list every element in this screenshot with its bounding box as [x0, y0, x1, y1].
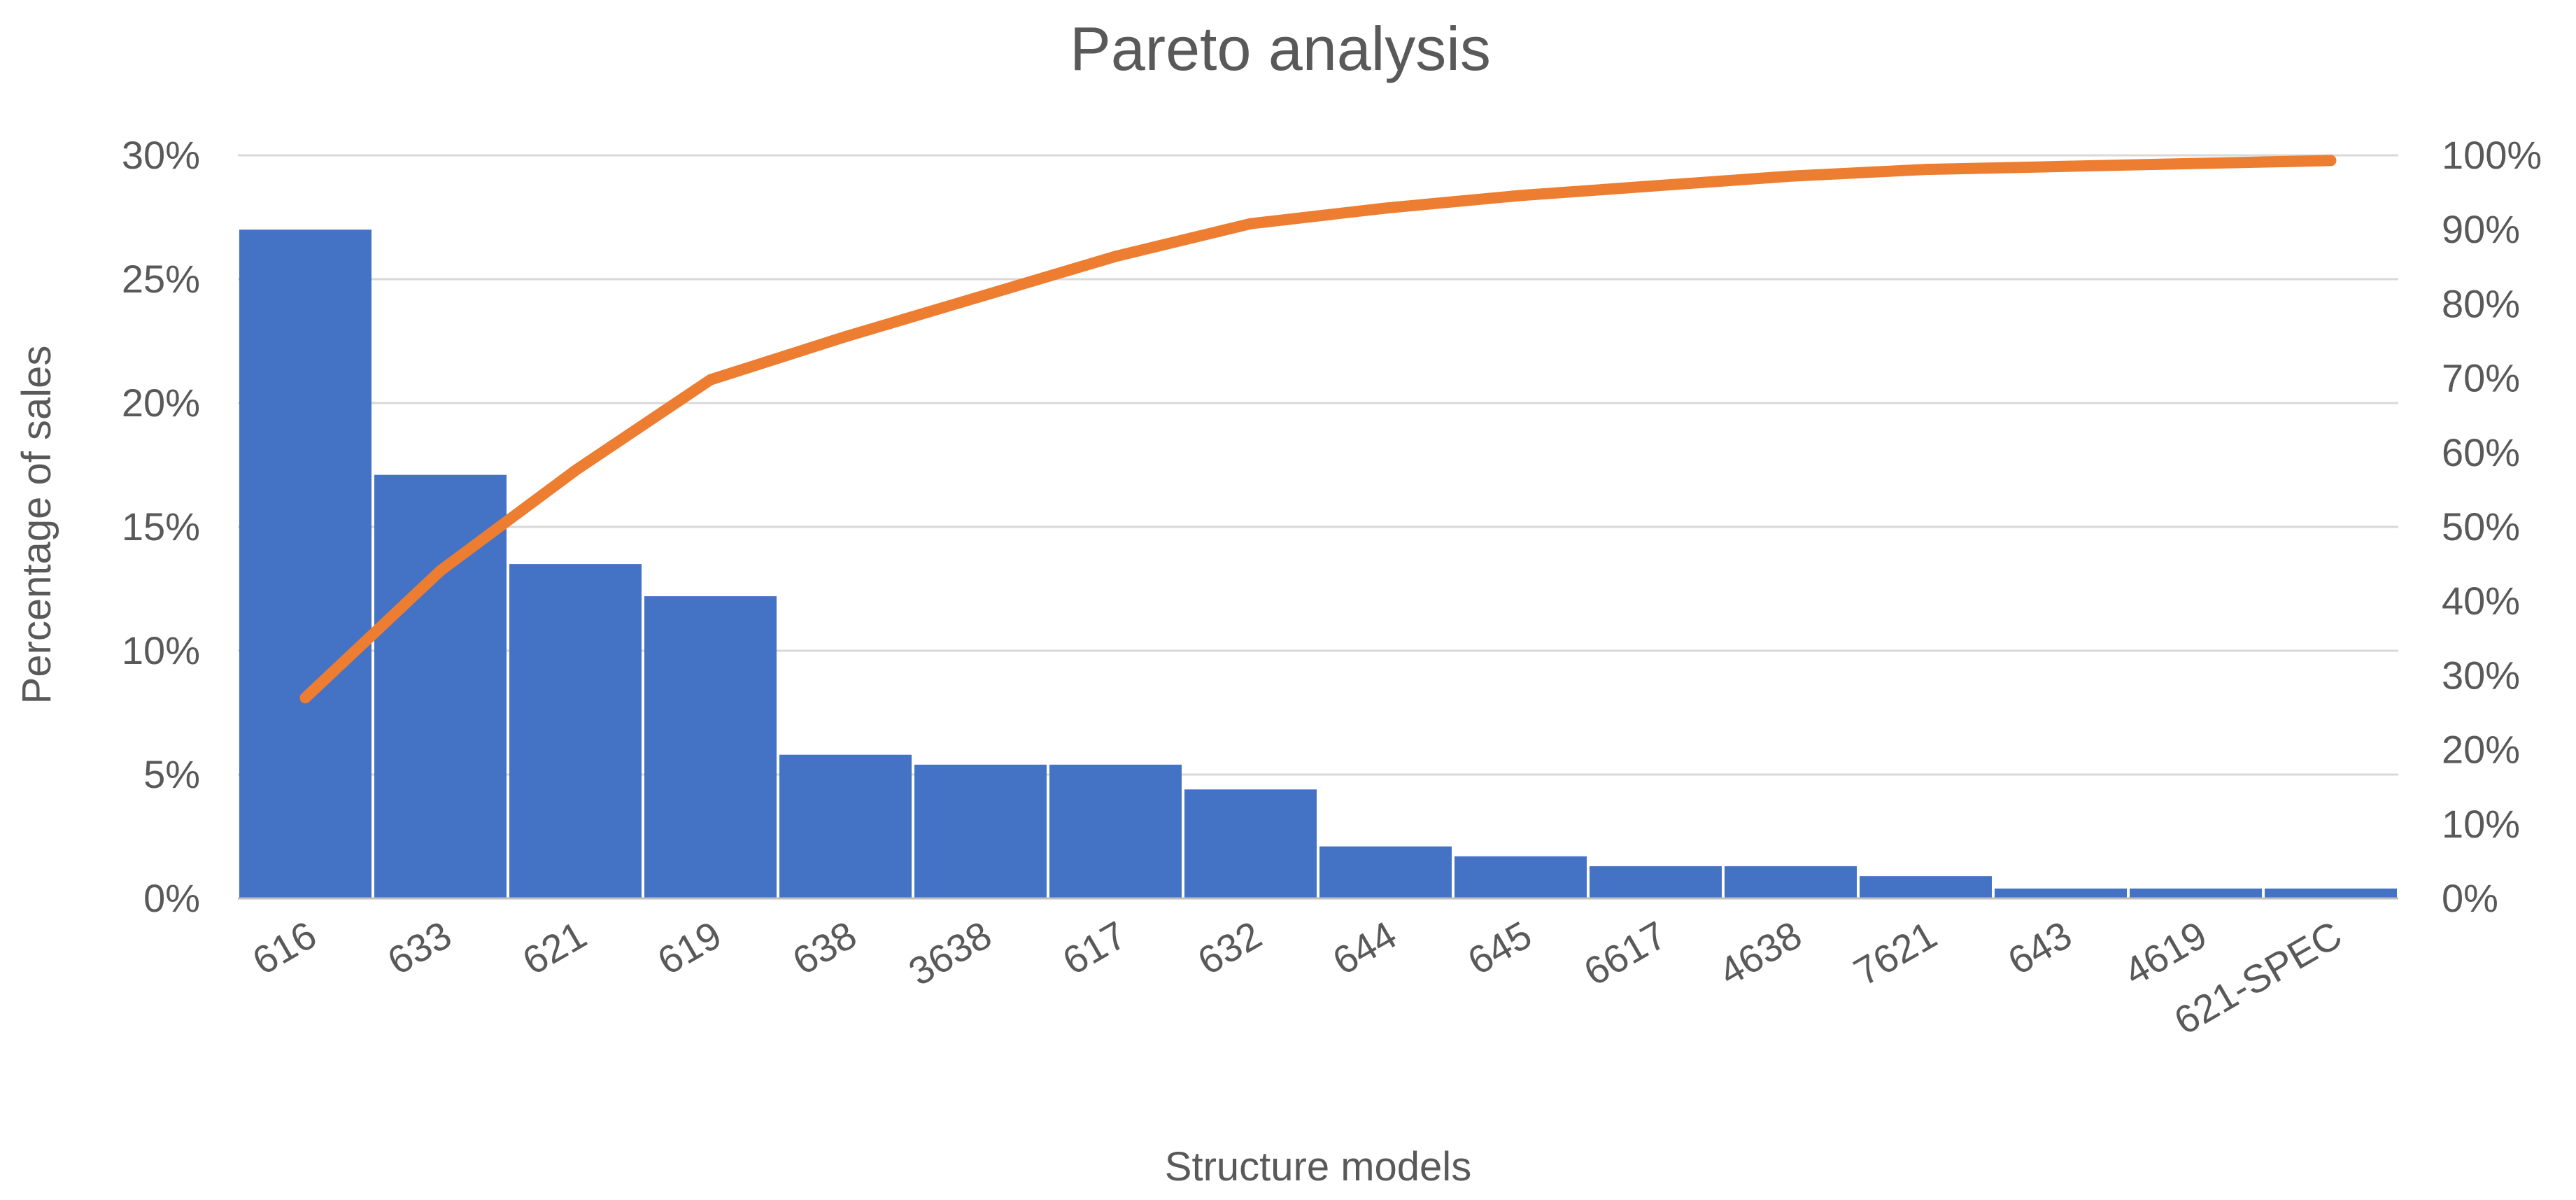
- y-right-tick-label: 40%: [2442, 579, 2520, 623]
- y-right-tick-label: 80%: [2442, 281, 2520, 325]
- bar-617: [1049, 764, 1182, 898]
- bar-621-SPEC: [2265, 888, 2397, 898]
- y-axis-left-ticks: 0% 5% 10% 15% 20% 25% 30%: [122, 133, 200, 920]
- y-axis-label: Percentage of sales: [14, 346, 59, 705]
- bar-4619: [2130, 888, 2262, 898]
- x-tick-label: 632: [1190, 912, 1268, 983]
- cumulative-line: [299, 155, 2337, 704]
- y-left-tick-label: 10%: [122, 628, 200, 672]
- y-left-tick-label: 15%: [122, 504, 200, 549]
- y-right-tick-label: 0%: [2442, 876, 2498, 920]
- x-axis-ticks: 616 633 621 619 638 3638 617 632 644 645 6617 4638 7…: [245, 912, 2349, 1043]
- y-left-tick-label: 0%: [143, 876, 200, 920]
- x-tick-label: 638: [785, 912, 863, 983]
- x-tick-label: 644: [1325, 912, 1403, 983]
- bar-series: [239, 230, 2397, 898]
- x-tick-label: 6617: [1576, 912, 1673, 994]
- bar-4638: [1725, 866, 1857, 898]
- bar-643: [1995, 888, 2127, 898]
- bar-6617: [1590, 866, 1722, 898]
- x-axis-label: Structure models: [1165, 1144, 1471, 1190]
- x-tick-label: 619: [650, 912, 728, 983]
- x-tick-label: 621: [515, 912, 593, 983]
- bar-3638: [914, 764, 1047, 898]
- y-right-tick-label: 10%: [2442, 802, 2520, 846]
- bar-645: [1455, 856, 1587, 898]
- y-right-tick-label: 20%: [2442, 728, 2520, 772]
- bar-7621: [1860, 876, 1992, 898]
- bar-632: [1184, 789, 1317, 898]
- y-right-tick-label: 100%: [2442, 133, 2542, 177]
- y-right-tick-label: 30%: [2442, 653, 2520, 697]
- bar-644: [1319, 846, 1452, 898]
- x-tick-label: 4619: [2116, 912, 2214, 994]
- y-right-tick-label: 50%: [2442, 504, 2520, 549]
- y-right-tick-label: 60%: [2442, 430, 2520, 474]
- cumulative-line-series: [299, 155, 2337, 704]
- bar-633: [374, 474, 507, 898]
- y-axis-right-ticks: 0% 10% 20% 30% 40% 50% 60% 70% 80% 90% 100%: [2442, 133, 2542, 920]
- bar-616: [239, 230, 371, 898]
- x-tick-label: 616: [245, 912, 323, 983]
- x-tick-label: 4638: [1711, 912, 1809, 994]
- x-tick-label: 3638: [901, 912, 998, 994]
- x-tick-label: 633: [380, 912, 458, 983]
- chart-title: Pareto analysis: [1070, 14, 1491, 83]
- y-left-tick-label: 5%: [143, 752, 200, 796]
- x-tick-label: 617: [1055, 912, 1133, 983]
- y-right-tick-label: 90%: [2442, 207, 2520, 251]
- bar-619: [644, 596, 777, 898]
- y-left-tick-label: 20%: [122, 381, 200, 425]
- y-left-tick-label: 30%: [122, 133, 200, 177]
- x-tick-label: 645: [1460, 912, 1538, 983]
- bar-638: [779, 754, 912, 898]
- y-left-tick-label: 25%: [122, 257, 200, 301]
- bar-621: [509, 564, 642, 898]
- x-tick-label: 7621: [1846, 912, 1944, 994]
- y-right-tick-label: 70%: [2442, 356, 2520, 400]
- x-tick-label: 643: [2000, 912, 2079, 983]
